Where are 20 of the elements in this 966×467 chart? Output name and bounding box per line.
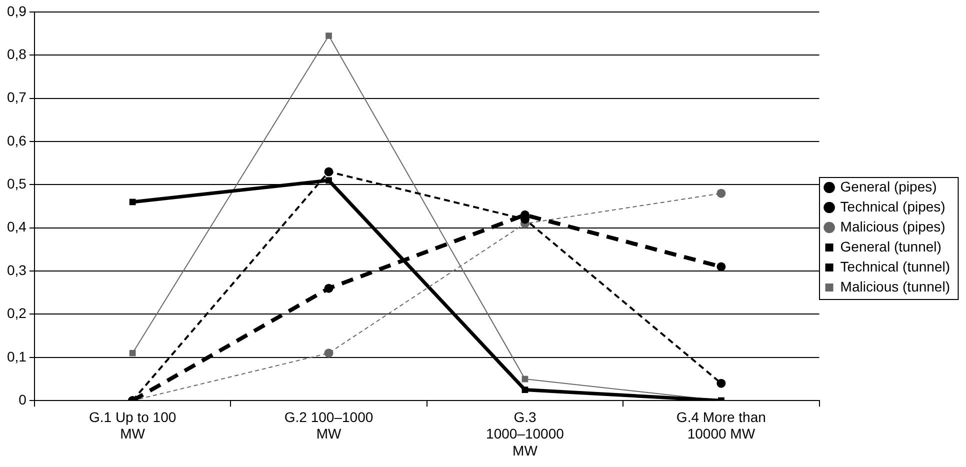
legend-label: General (tunnel) bbox=[840, 238, 942, 254]
legend-label: Technical (tunnel) bbox=[840, 258, 950, 274]
legend-label: Malicious (tunnel) bbox=[840, 278, 950, 294]
legend-label: Technical (pipes) bbox=[840, 198, 946, 214]
y-tick-label: 0,1 bbox=[6, 348, 27, 364]
y-tick-label: 0,5 bbox=[6, 176, 27, 192]
x-tick-label: G.4 More than 10000 MW bbox=[676, 408, 766, 442]
x-tick-label: G.2 100–1000 MW bbox=[284, 408, 374, 442]
y-tick-label: 0 bbox=[18, 391, 27, 408]
y-tick-label: 0,7 bbox=[6, 89, 27, 106]
y-tick-label: 0,8 bbox=[6, 46, 27, 62]
x-tick-label: G.3 1000–10000 MW bbox=[486, 408, 564, 458]
y-tick-label: 0,4 bbox=[6, 218, 27, 235]
y-tick-label: 0,6 bbox=[6, 132, 27, 148]
x-tick-label: G.1 Up to 100 MW bbox=[88, 408, 176, 442]
legend-label: Malicious (pipes) bbox=[840, 218, 946, 234]
y-tick-label: 0,9 bbox=[6, 2, 27, 19]
y-tick-label: 0,2 bbox=[6, 305, 27, 322]
y-tick-label: 0,3 bbox=[6, 262, 27, 278]
legend-label: General (pipes) bbox=[840, 178, 937, 194]
